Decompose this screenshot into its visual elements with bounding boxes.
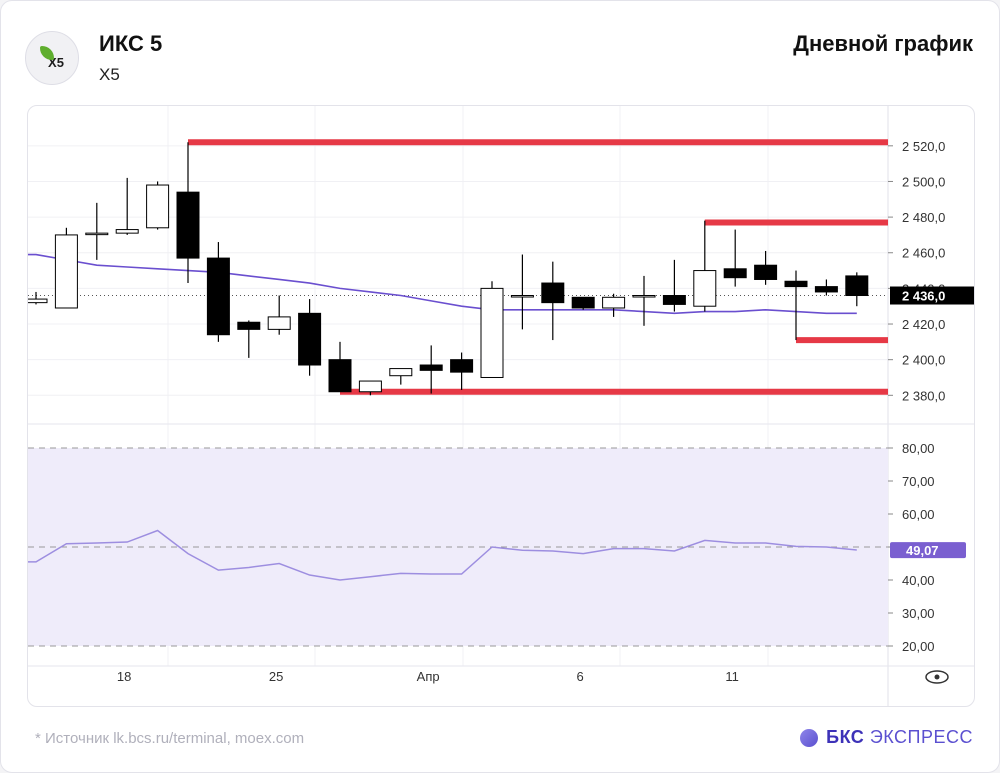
candle [146,184,170,229]
candle [754,264,778,280]
rsi-tick-label: 60,00 [902,507,935,522]
rsi-tick-label: 30,00 [902,606,935,621]
candle [662,295,686,305]
price-tick-label: 2 380,0 [902,388,945,403]
candle [632,295,656,298]
current-price-label: 2 436,0 [902,289,945,304]
brand-rest: ЭКСПРЕСС [869,727,973,747]
ticker-code: X5 [99,65,120,84]
price-tick-label: 2 400,0 [902,353,945,368]
x-axis-label: 11 [725,669,739,684]
brand-icon [800,728,819,747]
candle [784,280,808,288]
candle [480,287,504,378]
eye-outline [925,670,949,684]
rsi-current-badge [890,542,966,559]
rsi-current-label: 49,07 [906,543,939,558]
candle [723,268,747,279]
x-axis-label: Апр [417,669,440,684]
moving-average-line [28,253,857,315]
rsi-tick-label: 20,00 [902,639,935,654]
candle [814,286,838,293]
price-tick-label: 2 420,0 [902,317,945,332]
eye-pupil [934,674,940,680]
x5-logo: X5 [25,31,79,85]
candle [602,296,626,309]
x-axis-label: 18 [117,669,131,684]
candle [571,296,595,309]
candle [237,321,261,330]
candle [358,380,382,393]
chart-svg[interactable]: 2 380,02 400,02 420,02 440,02 460,02 480… [28,106,974,706]
x-axis-label: 25 [269,669,283,684]
candle [419,364,443,371]
candle [85,232,109,236]
eye-icon[interactable] [925,670,949,684]
candle [845,275,869,297]
brand-logo: БКС ЭКСПРЕСС [800,727,973,748]
candle [298,312,322,366]
candle [693,270,717,307]
candle [28,298,48,304]
price-tick-label: 2 500,0 [902,174,945,189]
current-price-badge [890,286,974,305]
candle [176,191,200,259]
chart-title: Дневной график [793,31,973,56]
price-tick-label: 2 480,0 [902,210,945,225]
candle [389,368,413,377]
rsi-tick-label: 80,00 [902,441,935,456]
source-note: * Источник lk.bcs.ru/terminal, moex.com [35,730,305,747]
candle [54,234,78,309]
chart-area[interactable]: 2 380,02 400,02 420,02 440,02 460,02 480… [27,105,975,707]
x-axis-label: 6 [577,669,584,684]
candle [510,295,534,298]
candle [267,316,291,330]
price-tick-label: 2 520,0 [902,139,945,154]
rsi-line [28,529,857,581]
brand-bold: БКС [826,727,865,747]
price-tick-label: 2 460,0 [902,246,945,261]
ticker-name: ИКС 5 [99,31,163,56]
candle [115,229,139,234]
candle [328,359,352,393]
candle [541,282,565,304]
candle [206,257,230,336]
rsi-tick-label: 40,00 [902,573,935,588]
candle [450,359,474,373]
rsi-tick-label: 70,00 [902,474,935,489]
leaf-icon [40,46,54,60]
